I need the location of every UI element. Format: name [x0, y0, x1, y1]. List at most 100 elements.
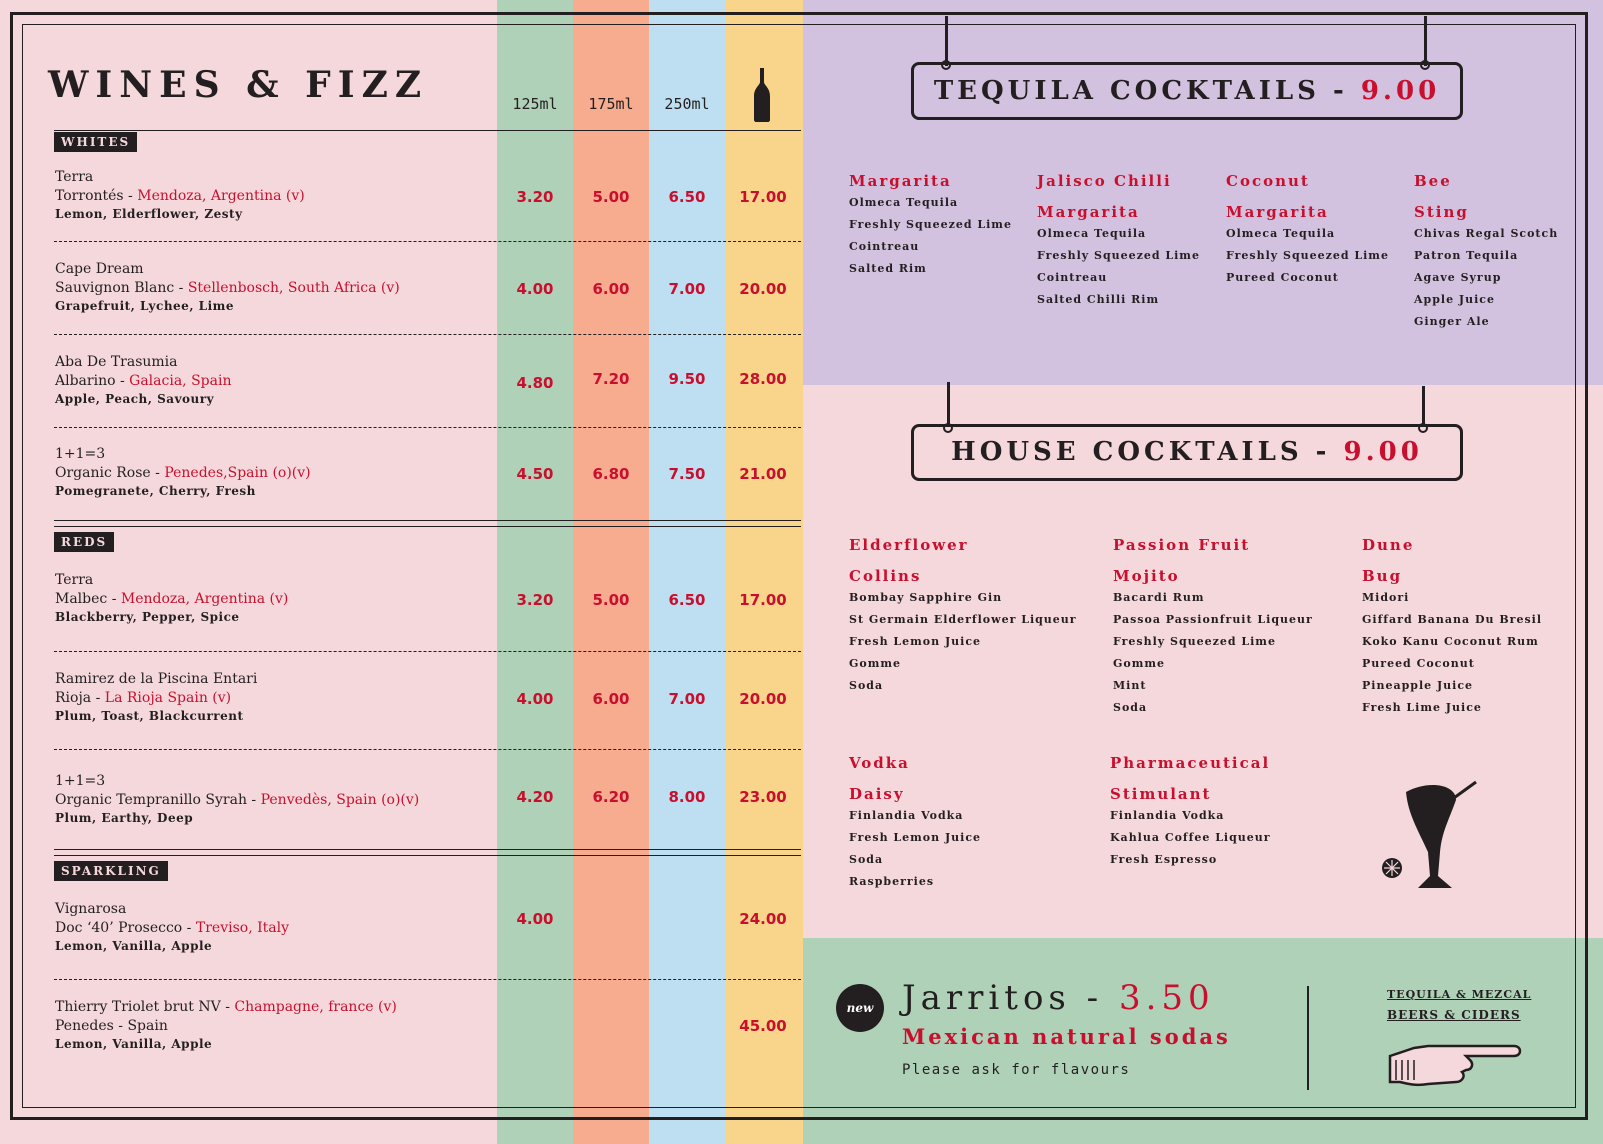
- cocktail-name: Collins: [849, 567, 922, 585]
- cocktail-name: Margarita: [1226, 203, 1329, 221]
- tequila-price: 9.00: [1360, 76, 1441, 106]
- price-250: 7.00: [668, 280, 706, 298]
- ingredient: St Germain Elderflower Liqueur: [849, 613, 1077, 626]
- price-175: 6.80: [592, 465, 630, 483]
- sign-ring: [941, 60, 951, 70]
- wine-grape-line: Torrontés - Mendoza, Argentina (v): [55, 188, 305, 204]
- jarritos-panel-bg: [803, 938, 1603, 1144]
- ingredient: Fresh Lemon Juice: [849, 831, 982, 844]
- ingredient: Freshly Squeezed Lime: [1037, 249, 1200, 262]
- wine-producer: Terra: [55, 169, 94, 185]
- cocktail-name: Daisy: [849, 785, 905, 803]
- sparkling-tag: SPARKLING: [54, 861, 168, 881]
- wine-notes: Plum, Toast, Blackcurrent: [55, 709, 244, 723]
- divider: [54, 979, 801, 980]
- wine-notes: Lemon, Vanilla, Apple: [55, 1037, 213, 1051]
- wine-grape-line: Thierry Triolet brut NV - Champagne, fra…: [55, 999, 397, 1015]
- ingredient: Gomme: [1113, 657, 1166, 670]
- ingredient: Patron Tequila: [1414, 249, 1519, 262]
- sign-rope: [947, 382, 950, 427]
- tequila-title: TEQUILA COCKTAILS -: [933, 76, 1348, 106]
- ingredient: Giffard Banana Du Bresil: [1362, 613, 1542, 626]
- ingredient: Salted Chilli Rim: [1037, 293, 1160, 306]
- divider: [54, 427, 801, 428]
- wine-producer: 1+1=3: [55, 446, 106, 462]
- wine-item: Cape Dream Sauvignon Blanc - Stellenbosc…: [55, 260, 485, 315]
- cocktail-bee-sting: Bee Sting Chivas Regal Scotch Patron Teq…: [1414, 166, 1564, 338]
- wine-producer: Terra: [55, 572, 94, 588]
- section-divider: [54, 849, 801, 856]
- cocktail-jalisco-chilli-margarita: Jalisco Chilli Margarita Olmeca Tequila …: [1037, 166, 1207, 316]
- wine-item: Thierry Triolet brut NV - Champagne, fra…: [55, 998, 485, 1053]
- wine-item: Ramirez de la Piscina Entari Rioja - La …: [55, 670, 485, 725]
- cocktail-passion-fruit-mojito: Passion Fruit Mojito Bacardi Rum Passoa …: [1113, 530, 1333, 724]
- price-125: 4.00: [516, 910, 554, 928]
- wine-grape-line: Sauvignon Blanc - Stellenbosch, South Af…: [55, 280, 400, 296]
- price-250: 7.50: [668, 465, 706, 483]
- ingredient: Agave Syrup: [1414, 271, 1502, 284]
- cocktail-pharmaceutical-stimulant: Pharmaceutical Stimulant Finlandia Vodka…: [1110, 748, 1340, 876]
- sign-ring: [1420, 60, 1430, 70]
- price-125: 4.50: [516, 465, 554, 483]
- wine-item: 1+1=3 Organic Rose - Penedes,Spain (o)(v…: [55, 445, 485, 500]
- ingredient: Gomme: [849, 657, 902, 670]
- ingredient: Finlandia Vodka: [849, 809, 964, 822]
- wine-item: Terra Torrontés - Mendoza, Argentina (v)…: [55, 168, 485, 223]
- ingredient: Fresh Lemon Juice: [849, 635, 982, 648]
- beers-ciders-link[interactable]: BEERS & CIDERS: [1387, 1008, 1521, 1022]
- ingredient: Cointreau: [1037, 271, 1108, 284]
- ingredient: Midori: [1362, 591, 1410, 604]
- ingredient: Olmeca Tequila: [849, 196, 959, 209]
- sign-rope: [1424, 16, 1427, 66]
- menu-border: [10, 12, 1588, 1120]
- section-divider: [54, 520, 801, 527]
- wine-grape-line: Organic Tempranillo Syrah - Penvedès, Sp…: [55, 792, 420, 808]
- wine-notes: Lemon, Vanilla, Apple: [55, 939, 213, 953]
- price-175: 6.00: [592, 690, 630, 708]
- ingredient: Cointreau: [849, 240, 920, 253]
- price-125: 4.00: [516, 280, 554, 298]
- cocktail-name: Jalisco Chilli: [1037, 172, 1172, 190]
- cocktail-dune-bug: Dune Bug Midori Giffard Banana Du Bresil…: [1362, 530, 1572, 724]
- cocktail-coconut-margarita: Coconut Margarita Olmeca Tequila Freshly…: [1226, 166, 1396, 294]
- menu-inner-border: [22, 24, 1576, 1108]
- price-bottle: 23.00: [739, 788, 787, 806]
- price-250: 6.50: [668, 591, 706, 609]
- column-250ml: [649, 0, 725, 1144]
- price-175: 7.20: [592, 370, 630, 388]
- house-price: 9.00: [1343, 437, 1423, 467]
- wine-notes: Pomegranete, Cherry, Fresh: [55, 484, 256, 498]
- wine-producer: Ramirez de la Piscina Entari: [55, 671, 258, 687]
- whites-tag: WHITES: [54, 132, 138, 152]
- ingredient: Olmeca Tequila: [1226, 227, 1336, 240]
- cocktail-name: Sting: [1414, 203, 1469, 221]
- tequila-mezcal-link[interactable]: TEQUILA & MEZCAL: [1387, 988, 1532, 1001]
- jarritos-subtitle: Mexican natural sodas: [902, 1024, 1231, 1049]
- cocktail-vodka-daisy: Vodka Daisy Finlandia Vodka Fresh Lemon …: [849, 748, 1069, 898]
- price-250: 6.50: [668, 188, 706, 206]
- wine-grape-line: Rioja - La Rioja Spain (v): [55, 690, 232, 706]
- size-header-175: 175ml: [588, 95, 634, 113]
- price-bottle: 17.00: [739, 591, 787, 609]
- cocktail-name: Stimulant: [1110, 785, 1212, 803]
- wine-item: Aba De Trasumia Albarino - Galacia, Spai…: [55, 353, 485, 408]
- ingredient: Freshly Squeezed Lime: [1226, 249, 1389, 262]
- cocktail-name: Mojito: [1113, 567, 1180, 585]
- ingredient: Koko Kanu Coconut Rum: [1362, 635, 1539, 648]
- wine-notes: Apple, Peach, Savoury: [55, 392, 215, 406]
- cocktail-name: Bug: [1362, 567, 1403, 585]
- vertical-divider: [1307, 986, 1309, 1090]
- ingredient: Soda: [849, 853, 884, 866]
- house-title: HOUSE COCKTAILS -: [951, 437, 1331, 467]
- ingredient: Fresh Lime Juice: [1362, 701, 1482, 714]
- cocktail-name: Passion Fruit: [1113, 536, 1251, 554]
- wine-item: Vignarosa Doc ‘40’ Prosecco - Treviso, I…: [55, 900, 485, 955]
- wine-producer: 1+1=3: [55, 773, 106, 789]
- wine-producer: Cape Dream: [55, 261, 144, 277]
- cocktail-name: Coconut: [1226, 172, 1310, 190]
- wine-item: 1+1=3 Organic Tempranillo Syrah - Penved…: [55, 772, 485, 827]
- cocktail-name: Margarita: [849, 172, 952, 190]
- price-250: 9.50: [668, 370, 706, 388]
- price-bottle: 20.00: [739, 690, 787, 708]
- jarritos-note: Please ask for flavours: [902, 1062, 1131, 1078]
